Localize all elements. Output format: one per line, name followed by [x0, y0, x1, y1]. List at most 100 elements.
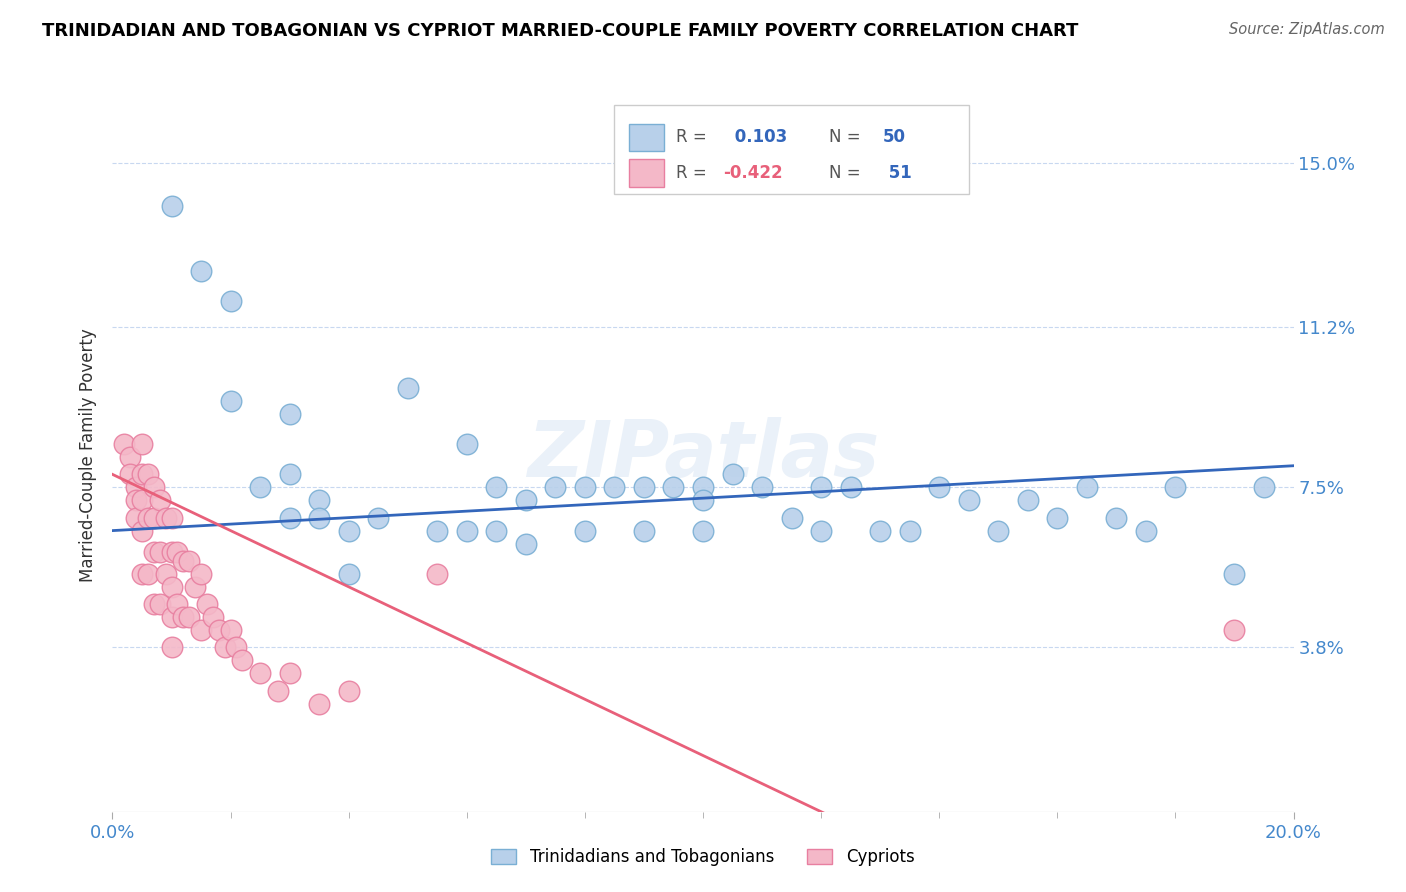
- Point: [142, 480, 165, 494]
- Point: [987, 524, 1010, 538]
- Point: [426, 524, 449, 538]
- Point: [1223, 623, 1246, 637]
- Point: [184, 580, 207, 594]
- Point: [219, 393, 242, 408]
- Text: R =: R =: [676, 128, 711, 146]
- Point: [928, 480, 950, 494]
- Point: [574, 524, 596, 538]
- Point: [278, 666, 301, 681]
- Point: [214, 640, 236, 655]
- Text: TRINIDADIAN AND TOBAGONIAN VS CYPRIOT MARRIED-COUPLE FAMILY POVERTY CORRELATION : TRINIDADIAN AND TOBAGONIAN VS CYPRIOT MA…: [42, 22, 1078, 40]
- Point: [166, 597, 188, 611]
- Point: [120, 450, 142, 464]
- Point: [308, 510, 330, 524]
- Point: [869, 524, 891, 538]
- Point: [219, 294, 242, 309]
- Point: [225, 640, 247, 655]
- Point: [136, 566, 159, 581]
- Point: [692, 480, 714, 494]
- Point: [131, 566, 153, 581]
- Point: [120, 467, 142, 482]
- Point: [278, 510, 301, 524]
- Point: [308, 493, 330, 508]
- Point: [190, 264, 212, 278]
- Point: [367, 510, 389, 524]
- Point: [898, 524, 921, 538]
- Point: [136, 467, 159, 482]
- Point: [125, 480, 148, 494]
- Point: [179, 610, 201, 624]
- Point: [1076, 480, 1098, 494]
- Point: [190, 623, 212, 637]
- Y-axis label: Married-Couple Family Poverty: Married-Couple Family Poverty: [79, 328, 97, 582]
- Point: [485, 524, 508, 538]
- Point: [160, 610, 183, 624]
- Point: [603, 480, 626, 494]
- Point: [160, 580, 183, 594]
- Point: [337, 524, 360, 538]
- FancyBboxPatch shape: [628, 124, 664, 151]
- Point: [515, 536, 537, 550]
- Point: [149, 545, 172, 559]
- Point: [149, 597, 172, 611]
- FancyBboxPatch shape: [628, 160, 664, 186]
- Point: [160, 545, 183, 559]
- Text: ZIPatlas: ZIPatlas: [527, 417, 879, 493]
- Point: [337, 566, 360, 581]
- Point: [149, 493, 172, 508]
- Point: [160, 199, 183, 213]
- Point: [125, 493, 148, 508]
- Point: [267, 683, 290, 698]
- FancyBboxPatch shape: [614, 105, 969, 194]
- Point: [751, 480, 773, 494]
- Point: [142, 510, 165, 524]
- Text: N =: N =: [830, 128, 866, 146]
- Point: [1253, 480, 1275, 494]
- Point: [1046, 510, 1069, 524]
- Point: [155, 510, 177, 524]
- Point: [692, 524, 714, 538]
- Text: R =: R =: [676, 164, 711, 182]
- Point: [1223, 566, 1246, 581]
- Point: [179, 554, 201, 568]
- Text: 0.103: 0.103: [728, 128, 787, 146]
- Point: [633, 524, 655, 538]
- Point: [142, 545, 165, 559]
- Point: [125, 510, 148, 524]
- Point: [839, 480, 862, 494]
- Text: -0.422: -0.422: [723, 164, 783, 182]
- Point: [426, 566, 449, 581]
- Text: 51: 51: [883, 164, 911, 182]
- Legend: Trinidadians and Tobagonians, Cypriots: Trinidadians and Tobagonians, Cypriots: [484, 840, 922, 875]
- Point: [337, 683, 360, 698]
- Point: [160, 640, 183, 655]
- Point: [721, 467, 744, 482]
- Text: 50: 50: [883, 128, 905, 146]
- Point: [308, 697, 330, 711]
- Point: [172, 610, 194, 624]
- Point: [396, 381, 419, 395]
- Point: [131, 524, 153, 538]
- Point: [219, 623, 242, 637]
- Point: [278, 467, 301, 482]
- Point: [810, 524, 832, 538]
- Point: [249, 666, 271, 681]
- Point: [633, 480, 655, 494]
- Point: [208, 623, 231, 637]
- Point: [190, 566, 212, 581]
- Point: [131, 467, 153, 482]
- Point: [201, 610, 224, 624]
- Point: [485, 480, 508, 494]
- Point: [160, 510, 183, 524]
- Point: [692, 493, 714, 508]
- Point: [456, 437, 478, 451]
- Point: [1135, 524, 1157, 538]
- Point: [172, 554, 194, 568]
- Point: [957, 493, 980, 508]
- Text: Source: ZipAtlas.com: Source: ZipAtlas.com: [1229, 22, 1385, 37]
- Point: [278, 407, 301, 421]
- Point: [1164, 480, 1187, 494]
- Point: [1105, 510, 1128, 524]
- Point: [131, 493, 153, 508]
- Point: [231, 653, 253, 667]
